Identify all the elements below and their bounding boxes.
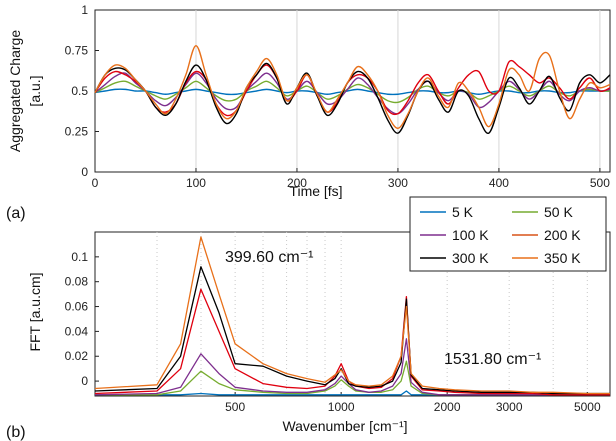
x-tick-label: 100 (186, 176, 206, 190)
panel-a-ylabel-line2: [a.u.] (27, 75, 43, 106)
legend-item-100-k: 100 K (420, 227, 489, 243)
x-tick-label: 200 (287, 176, 307, 190)
y-tick-label: 0.06 (65, 300, 89, 314)
x-tick-label: 0 (92, 176, 99, 190)
panel-b-label: (b) (6, 424, 26, 441)
annotation-peak-399: 399.60 cm⁻¹ (225, 249, 313, 266)
panel-b-series (94, 236, 610, 396)
annotation-peak-1531: 1531.80 cm⁻¹ (444, 351, 541, 368)
panel-a-ticks: 0 100 200 300 400 500 0 0.25 0.5 0.75 1 (65, 3, 611, 190)
y-tick-label: 0.04 (65, 324, 89, 338)
x-tick-label: 500 (225, 400, 245, 414)
legend-item-5-k: 5 K (420, 204, 474, 220)
panel-a-label: (a) (6, 205, 26, 222)
legend-item-300-k: 300 K (420, 250, 489, 266)
y-tick-label: 0.5 (71, 84, 88, 98)
legend-item-50-k: 50 K (512, 204, 573, 220)
panel-a-series (94, 44, 611, 134)
y-tick-label: 0 (81, 165, 88, 179)
series-line-b-200-k (94, 288, 610, 396)
legend-label: 50 K (544, 204, 573, 220)
x-tick-label: 500 (590, 176, 610, 190)
panel-b: 500 1000 2000 3000 500000.020.040.060.080.1 … (6, 231, 611, 441)
x-tick-label: 3000 (496, 400, 523, 414)
y-tick-label: 0.25 (65, 125, 89, 139)
panel-b-frame (94, 231, 611, 397)
panel-b-ticks: 500 1000 2000 3000 5000 0 0.02 0.04 0.06 0.08 0.1 (65, 250, 601, 414)
y-tick-label: 1 (81, 3, 88, 17)
legend-item-350-k: 350 K (512, 250, 581, 266)
series-line-b-100-k (94, 338, 610, 396)
y-tick-label: 0.1 (71, 250, 88, 264)
series-line-a-5-k (94, 88, 611, 96)
series-line-b-300-k (94, 266, 610, 395)
legend-label: 350 K (544, 250, 581, 266)
x-tick-label: 400 (489, 176, 509, 190)
panel-a-frame (94, 9, 611, 173)
legend-label: 5 K (452, 204, 474, 220)
x-tick-label: 1000 (328, 400, 355, 414)
series-line-a-350-k (94, 44, 611, 129)
series-line-b-350-k (94, 236, 610, 395)
panel-b-ylabel: FFT [a.u.cm] (27, 272, 43, 351)
panel-a-xlabel: Time [fs] (289, 183, 342, 199)
y-tick-label: 0 (81, 374, 88, 388)
y-tick-label: 0.02 (65, 349, 89, 363)
legend-item-200-k: 200 K (512, 227, 581, 243)
legend-label: 200 K (544, 227, 581, 243)
series-line-a-300-k (94, 62, 611, 134)
panel-a-ylabel-line1: Aggregated Charge (7, 30, 23, 152)
series-line-a-200-k (94, 59, 611, 117)
panel-b-xlabel: Wavenumber [cm⁻¹] (282, 418, 407, 434)
y-tick-label: 0.75 (65, 44, 89, 58)
legend-items: 5 K 50 K 100 K 200 K 300 K 350 K (420, 204, 581, 266)
legend-label: 300 K (452, 250, 489, 266)
legend: 5 K 50 K 100 K 200 K 300 K 350 K (409, 196, 607, 272)
legend-label: 100 K (452, 227, 489, 243)
x-tick-label: 5000 (574, 400, 601, 414)
y-tick-label: 0.08 (65, 275, 89, 289)
x-tick-label: 300 (388, 176, 408, 190)
x-tick-label: 2000 (434, 400, 461, 414)
